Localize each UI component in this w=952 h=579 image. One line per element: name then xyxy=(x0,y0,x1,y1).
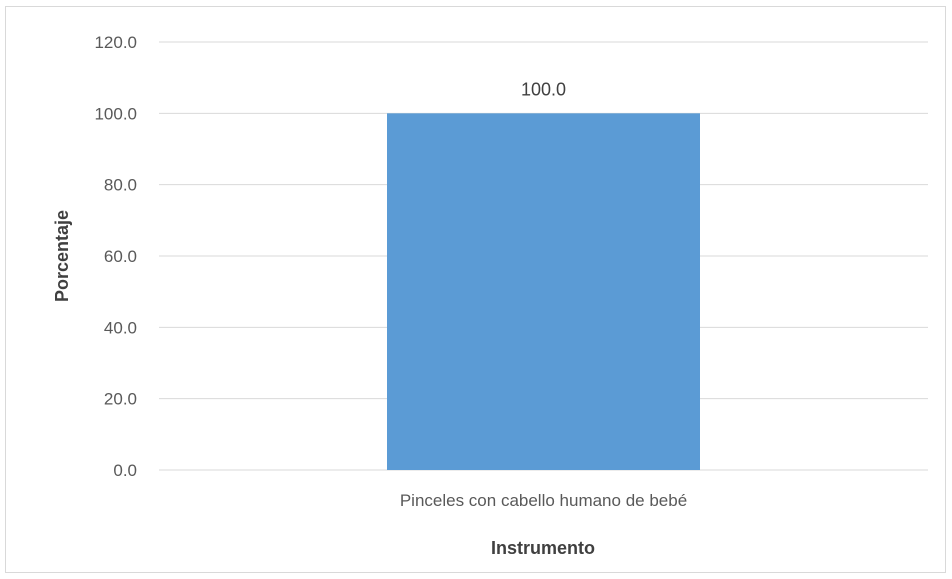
x-axis-title: Instrumento xyxy=(491,538,595,558)
y-tick-label: 40.0 xyxy=(104,318,137,337)
y-tick-label: 0.0 xyxy=(113,461,137,480)
data-label: 100.0 xyxy=(521,79,566,99)
y-tick-label: 120.0 xyxy=(94,33,137,52)
y-tick-label: 60.0 xyxy=(104,247,137,266)
y-tick-labels: 0.0 20.0 40.0 60.0 80.0 100.0 120.0 xyxy=(94,33,137,480)
bars xyxy=(387,113,700,470)
y-tick-label: 80.0 xyxy=(104,176,137,195)
y-tick-label: 20.0 xyxy=(104,390,137,409)
bar xyxy=(387,113,700,470)
data-labels: 100.0 xyxy=(521,79,566,99)
y-tick-label: 100.0 xyxy=(94,104,137,123)
x-category-labels: Pinceles con cabello humano de bebé xyxy=(400,491,687,510)
y-axis-title: Porcentaje xyxy=(52,210,72,302)
x-category-label: Pinceles con cabello humano de bebé xyxy=(400,491,687,510)
